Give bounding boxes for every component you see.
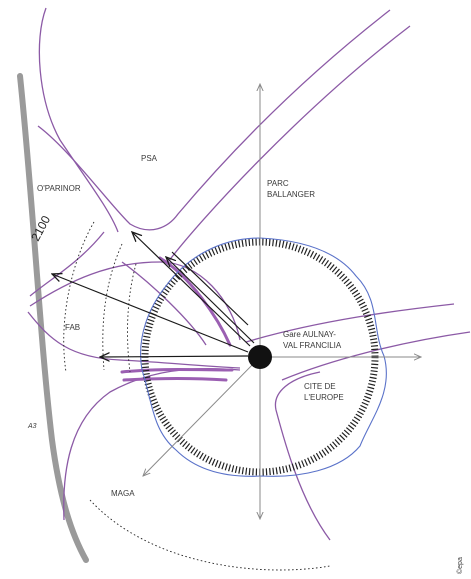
arrow-to-fab <box>100 356 249 357</box>
road-west-upper <box>29 261 241 341</box>
label-a3: A3 <box>27 423 37 430</box>
station-ring-outline <box>140 237 387 477</box>
road-cite-loop <box>274 371 331 541</box>
road-oparinor-inner <box>29 231 105 297</box>
label-fab: FAB <box>65 323 80 332</box>
label-psa: PSA <box>141 154 158 163</box>
arrow-inner <box>171 251 249 326</box>
road-fab-edge <box>121 261 207 346</box>
road-oparinor-loop <box>38 7 119 233</box>
road-east-upper <box>245 303 455 343</box>
label-oparinor: O'PARINOR <box>37 184 81 193</box>
credit: ©epa <box>456 557 464 574</box>
road-east-lower <box>281 331 471 381</box>
arc-2100 <box>63 221 95 373</box>
arrow-to-oparinor <box>52 274 249 353</box>
arc-bottom <box>89 499 331 571</box>
label-gare-1: Gare AULNAY- <box>283 330 336 339</box>
direction-arrows <box>52 232 255 357</box>
arrow-to-psa-1 <box>132 232 251 347</box>
label-gare-2: VAL FRANCILIA <box>283 341 342 350</box>
road-west-mid <box>27 311 241 369</box>
road-psa-upper <box>37 9 391 231</box>
road-psa-lower <box>167 25 411 263</box>
road-network <box>27 7 471 541</box>
label-maga: MAGA <box>111 489 135 498</box>
axis-southwest <box>143 356 261 476</box>
label-parc-1: PARC <box>267 179 289 188</box>
arc-mid <box>102 243 123 371</box>
label-cite-1: CITE DE <box>304 382 336 391</box>
road-west-lower <box>63 368 241 521</box>
arrow-to-psa-2 <box>166 257 255 344</box>
orientation-axes <box>143 84 421 519</box>
a3-highway <box>17 73 89 563</box>
station-marker <box>248 345 272 369</box>
label-parc-2: BALLANGER <box>267 190 315 199</box>
label-cite-2: L'EUROPE <box>304 393 344 402</box>
arc-inner <box>127 263 137 373</box>
